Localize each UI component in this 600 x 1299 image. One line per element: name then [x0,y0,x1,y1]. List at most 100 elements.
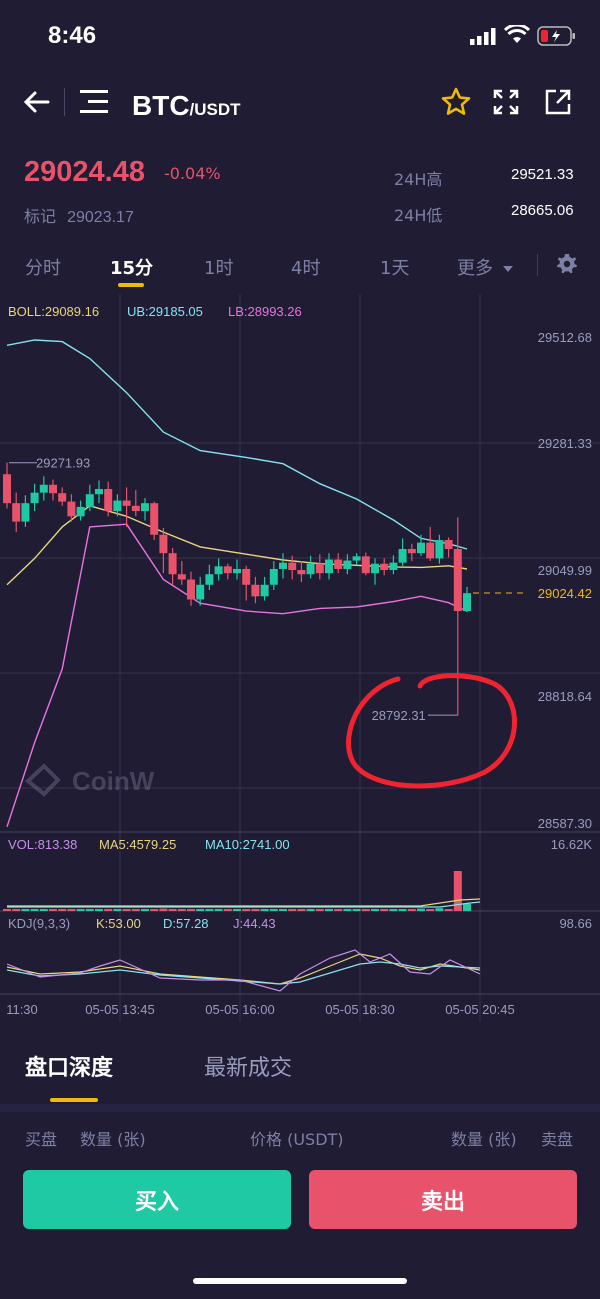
kline-chart[interactable]: BOLL:29089.16 UB:29185.05 LB:28993.26 29512… [0,294,600,1022]
max-price-label: 29271.93 [36,456,90,471]
volume-bar [67,909,76,911]
candle-body [279,562,287,569]
volume-bar [205,909,214,911]
last-price-tag: 29024.42 [538,586,592,601]
volume-bar [398,909,407,911]
time-axis-label: 05-05 20:45 [445,1002,514,1017]
candle-body [463,593,471,612]
volume-bar [187,909,195,911]
favorite-button[interactable] [440,86,472,122]
candle-body [242,568,251,585]
home-indicator [193,1278,407,1284]
change-percent: -0.04% [164,164,221,183]
volume-bar [260,909,269,911]
menu-button[interactable] [80,88,110,116]
candle-body [371,563,379,574]
tab-timeshare[interactable]: 分时 [25,258,61,279]
candle-body [288,562,297,571]
price-axis-label: 29049.99 [538,563,592,578]
kdj-j-label: J:44.43 [233,916,276,931]
volume-bar [463,903,471,911]
candle-body [417,542,425,554]
buy-button[interactable]: 买入 [23,1170,291,1229]
candle-body [260,584,269,597]
volume-bar [297,909,306,911]
candle-body [334,559,343,569]
sell-button[interactable]: 卖出 [309,1170,577,1229]
tab-1d[interactable]: 1天 [380,258,410,279]
divider [64,88,65,116]
tab-4h[interactable]: 4时 [291,258,321,279]
candle-body [214,566,223,575]
last-price: 29024.48 [24,156,145,188]
kdj-d-label: D:57.28 [163,916,209,931]
back-button[interactable] [20,86,52,118]
star-icon [441,87,471,115]
mark-label: 标记 [24,207,57,226]
volume-bar [233,909,241,911]
candle-body [122,500,131,506]
tab-1h[interactable]: 1时 [204,258,234,279]
candle-body [453,548,462,612]
volume-bar [214,909,223,911]
caret-down-icon [502,266,513,272]
price-axis-label: 28818.64 [538,689,592,704]
fullscreen-button[interactable] [492,88,520,120]
volume-bar [306,909,315,911]
volume-bar [177,909,186,911]
battery-icon [537,26,577,50]
tab-more[interactable]: 更多 [457,254,513,280]
low-value: 28665.06 [511,202,574,219]
boll-lower-line [6,523,468,828]
volume-bar [122,909,131,911]
kdj-max-label: 98.66 [559,916,592,931]
candle-body [398,548,407,563]
candle-body [67,501,76,517]
candle-body [177,574,186,580]
chart-settings-button[interactable] [556,253,578,279]
coinw-watermark: CoinW [24,763,155,797]
header-sell-side: 卖盘 [541,1130,574,1149]
candle-body [131,505,140,512]
share-button[interactable] [544,88,572,120]
candle-body [233,568,241,574]
volume-bar [417,908,425,911]
candle-body [223,566,232,574]
volume-bar [435,908,444,911]
candle-body [407,548,416,554]
tab-15m[interactable]: 15分 [110,258,154,279]
high-label: 24H高 [394,170,443,189]
volume-bar [85,909,94,911]
tab-latest-trades[interactable]: 最新成交 [204,1056,293,1081]
vol-ma10-line [7,901,481,908]
header-qty-right: 数量 (张) [451,1130,517,1149]
volume-bar [30,909,39,911]
tab-depth[interactable]: 盘口深度 [25,1056,114,1081]
volume-bar [113,909,122,911]
price-axis-label: 28587.30 [538,816,592,831]
candle-body [196,584,205,600]
candle-body [49,484,57,494]
volume-bar [325,909,333,911]
boll-upper-line [6,339,468,550]
high-value: 29521.33 [511,166,574,183]
candle-body [12,503,21,522]
candle-body [3,474,11,504]
candle-body [30,492,39,504]
candle-body [435,540,444,559]
candle-body [325,559,333,574]
candle-body [141,503,149,512]
volume-bar [242,909,251,911]
price-axis-label: 29512.68 [538,330,592,345]
hand-drawn-circle [346,673,517,789]
candle-body [168,553,177,575]
time-axis-label: 05-05 18:30 [325,1002,394,1017]
watermark-logo [24,763,61,797]
candle-body [58,493,67,502]
volume-bar [159,908,168,911]
boll-lower-label: LB:28993.26 [228,304,302,319]
candle-body [297,570,306,575]
pair-title[interactable]: BTC/USDT [132,90,241,122]
kdj-k-label: K:53.00 [96,916,141,931]
kdj-j-line [6,949,481,992]
